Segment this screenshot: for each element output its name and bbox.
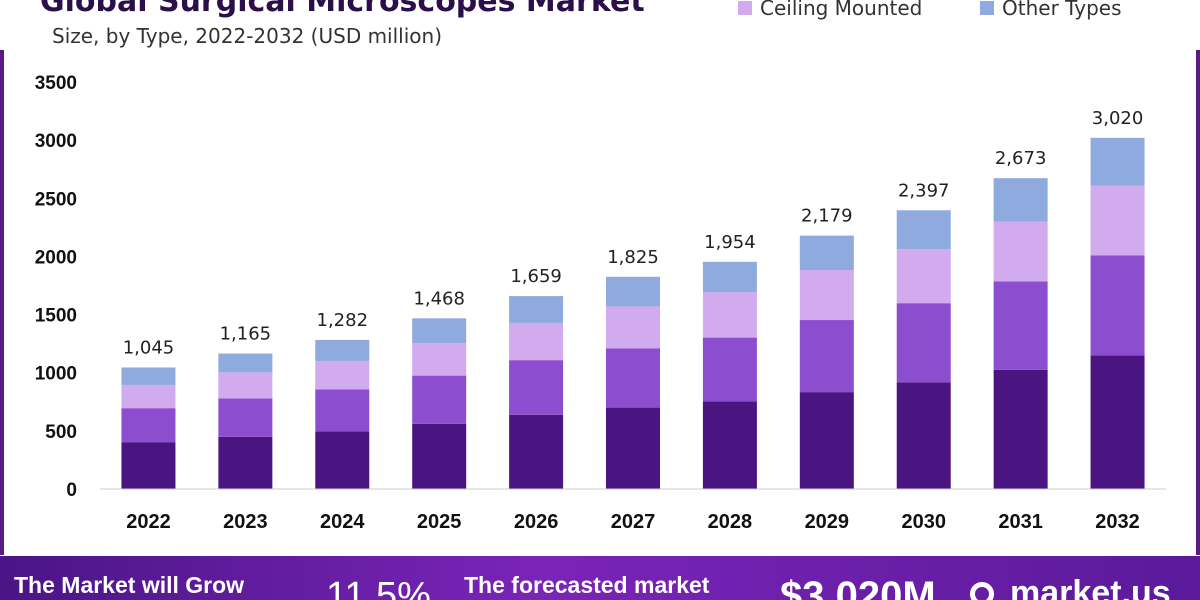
bar-segment-other-types xyxy=(702,261,757,293)
bar-segment-series-2 xyxy=(993,281,1048,370)
bar-segment-ceiling-mounted xyxy=(315,360,370,390)
bar-total-label: 1,282 xyxy=(317,310,369,331)
bar-segment-series-1 xyxy=(315,431,370,489)
bar-total-label: 3,020 xyxy=(1092,108,1144,129)
bar-segment-ceiling-mounted xyxy=(896,249,951,304)
legend-item-other-types: Other Types xyxy=(980,0,1122,20)
bar-segment-series-1 xyxy=(1090,355,1145,489)
x-tick-label: 2024 xyxy=(320,511,365,533)
footer-forecast-text: The forecasted market xyxy=(464,572,710,598)
bar-segment-series-2 xyxy=(896,303,951,383)
bar-segment-ceiling-mounted xyxy=(218,372,273,399)
y-tick-label: 1500 xyxy=(35,306,77,327)
x-tick-label: 2029 xyxy=(805,511,850,533)
bar-segment-ceiling-mounted xyxy=(412,343,467,376)
bar-total-label: 1,045 xyxy=(123,337,175,358)
x-tick-label: 2026 xyxy=(514,511,559,533)
bar-segment-other-types xyxy=(315,339,370,361)
y-tick-label: 3500 xyxy=(35,73,77,94)
bar-segment-series-1 xyxy=(799,392,854,489)
bar-segment-series-1 xyxy=(218,436,273,489)
bar-segment-series-2 xyxy=(799,320,854,393)
bar-segment-series-1 xyxy=(509,414,564,489)
bar-segment-other-types xyxy=(896,210,951,250)
y-tick-label: 1000 xyxy=(35,364,77,385)
y-tick-label: 3000 xyxy=(35,131,77,152)
bar-segment-series-2 xyxy=(121,408,176,443)
x-tick-label: 2022 xyxy=(126,511,171,533)
legend-swatch-ceiling-mounted xyxy=(738,1,752,15)
chart-title: Global Surgical Microscopes Market xyxy=(40,0,645,19)
bar-segment-ceiling-mounted xyxy=(799,270,854,321)
bar-total-label: 1,954 xyxy=(704,232,756,253)
bar-total-label: 1,165 xyxy=(220,324,272,345)
footer-grow-text: The Market will Grow xyxy=(14,572,245,598)
footer-forecast-value: $3,020M xyxy=(780,574,936,600)
bar-segment-series-1 xyxy=(412,423,467,489)
x-tick-label: 2028 xyxy=(708,511,753,533)
bar-segment-series-1 xyxy=(993,369,1048,489)
bar-total-label: 1,659 xyxy=(510,266,562,287)
bar-segment-series-2 xyxy=(315,389,370,432)
bar-segment-other-types xyxy=(993,178,1048,222)
footer-brand: market.us xyxy=(1010,574,1171,600)
bar-segment-series-2 xyxy=(702,337,757,402)
bar-segment-series-2 xyxy=(1090,255,1145,356)
y-tick-label: 2000 xyxy=(35,247,77,268)
legend-label-other-types: Other Types xyxy=(1002,0,1122,20)
x-tick-label: 2027 xyxy=(611,511,656,533)
left-frame-border xyxy=(0,50,4,555)
footer-banner: The Market will Grow 11.5% The forecaste… xyxy=(0,556,1200,600)
legend-swatch-other-types xyxy=(980,1,994,15)
bar-segment-other-types xyxy=(799,235,854,271)
x-tick-label: 2023 xyxy=(223,511,268,533)
bar-segment-series-1 xyxy=(121,442,176,489)
x-tick-label: 2031 xyxy=(998,511,1043,533)
bar-segment-series-2 xyxy=(606,348,660,408)
bar-segment-series-1 xyxy=(896,382,951,489)
bar-segment-series-2 xyxy=(509,360,564,415)
bar-segment-other-types xyxy=(509,296,564,323)
bar-total-label: 2,397 xyxy=(898,180,950,201)
bar-segment-ceiling-mounted xyxy=(993,221,1048,282)
bar-segment-series-2 xyxy=(218,398,273,437)
footer-cagr-value: 11.5% xyxy=(326,575,431,600)
bar-segment-series-2 xyxy=(412,375,467,424)
legend-item-ceiling-mounted: Ceiling Mounted xyxy=(738,0,922,20)
y-tick-label: 500 xyxy=(45,422,77,443)
bar-segment-other-types xyxy=(218,353,273,373)
bar-total-label: 1,825 xyxy=(607,247,659,268)
bar-segment-series-1 xyxy=(606,407,660,489)
stacked-bar-chart: 0 500 1000 1500 2000 2500 3000 3500 1,045 2022 1,1… xyxy=(35,73,1166,533)
bar-total-label: 2,179 xyxy=(801,206,853,227)
y-tick-label: 0 xyxy=(66,480,77,501)
bar-segment-ceiling-mounted xyxy=(509,322,564,361)
chart-subtitle: Size, by Type, 2022-2032 (USD million) xyxy=(52,24,442,48)
x-tick-label: 2032 xyxy=(1095,511,1140,533)
bar-total-label: 2,673 xyxy=(995,148,1047,169)
y-tick-label: 2500 xyxy=(35,189,77,210)
bar-segment-ceiling-mounted xyxy=(702,292,757,338)
legend-label-ceiling-mounted: Ceiling Mounted xyxy=(760,0,923,20)
bar-total-label: 1,468 xyxy=(413,288,465,309)
right-frame-border xyxy=(1196,50,1200,555)
x-tick-label: 2030 xyxy=(901,511,946,533)
x-tick-label: 2025 xyxy=(417,511,462,533)
bar-segment-other-types xyxy=(121,367,176,385)
brand-logo-icon xyxy=(970,582,994,600)
bar-segment-ceiling-mounted xyxy=(606,306,660,349)
bar-segment-other-types xyxy=(412,318,467,344)
bar-segment-other-types xyxy=(1090,137,1145,186)
bar-segment-ceiling-mounted xyxy=(121,384,176,409)
bar-segment-other-types xyxy=(606,276,660,307)
bar-segment-series-1 xyxy=(702,401,757,489)
bar-segment-ceiling-mounted xyxy=(1090,185,1145,256)
